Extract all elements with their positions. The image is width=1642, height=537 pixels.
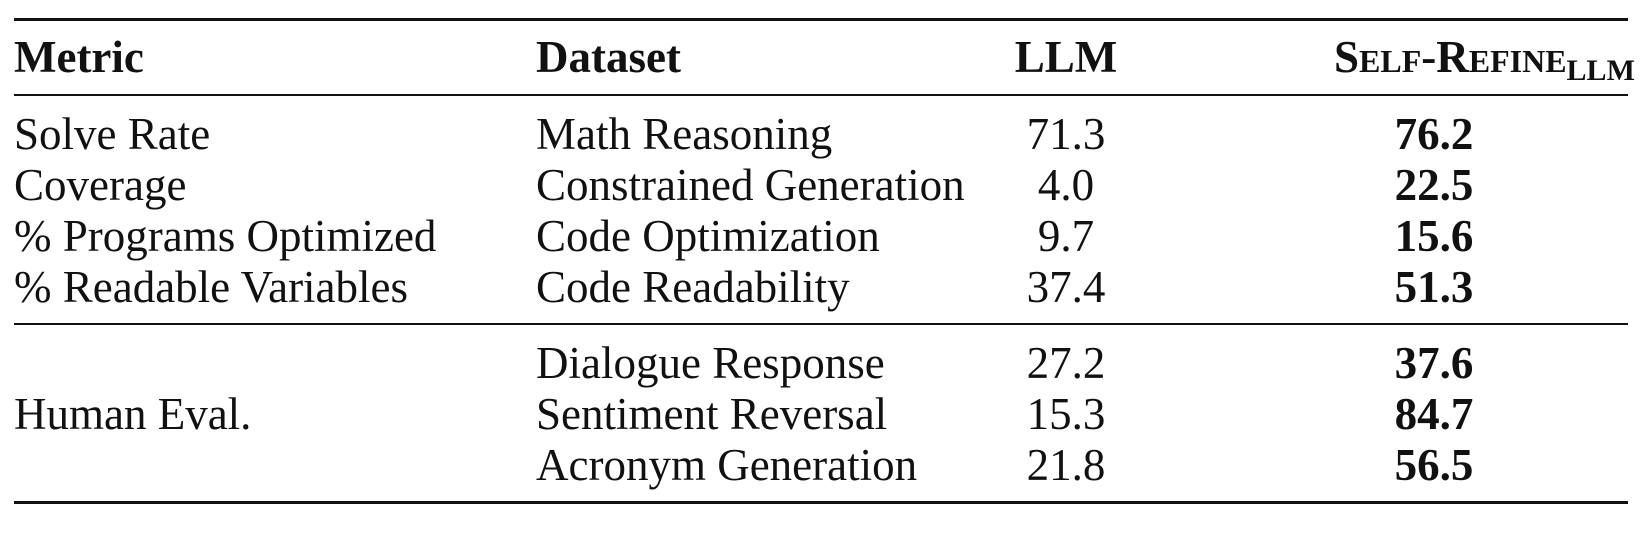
row6-self-refine: 84.7 bbox=[1394, 389, 1474, 439]
bottom-rule bbox=[14, 501, 1628, 504]
header-self-refine: Self-RefineLLM bbox=[1334, 35, 1635, 86]
row4-metric: % Readable Variables bbox=[14, 262, 409, 312]
row2-llm: 4.0 bbox=[1037, 160, 1095, 210]
row3-metric: % Programs Optimized bbox=[14, 211, 437, 261]
header-self-refine-main: Self-Refine bbox=[1334, 32, 1567, 82]
top-rule bbox=[14, 18, 1628, 21]
row1-dataset: Math Reasoning bbox=[536, 109, 833, 159]
row2-metric: Coverage bbox=[14, 160, 187, 210]
header-metric: Metric bbox=[14, 32, 144, 82]
row5-self-refine: 37.6 bbox=[1394, 338, 1474, 388]
group-rule bbox=[14, 323, 1628, 325]
header-self-refine-sub: LLM bbox=[1566, 54, 1635, 87]
row1-self-refine: 76.2 bbox=[1394, 109, 1474, 159]
header-llm: LLM bbox=[1014, 32, 1118, 82]
row6-dataset: Sentiment Reversal bbox=[536, 389, 888, 439]
row4-llm: 37.4 bbox=[1026, 262, 1106, 312]
row4-self-refine: 51.3 bbox=[1394, 262, 1474, 312]
row1-llm: 71.3 bbox=[1026, 109, 1106, 159]
row7-self-refine: 56.5 bbox=[1394, 440, 1474, 490]
row2-self-refine: 22.5 bbox=[1394, 160, 1474, 210]
header-dataset: Dataset bbox=[536, 32, 681, 82]
group2-metric: Human Eval. bbox=[14, 389, 252, 439]
row1-metric: Solve Rate bbox=[14, 109, 211, 159]
row6-llm: 15.3 bbox=[1026, 389, 1106, 439]
row7-llm: 21.8 bbox=[1026, 440, 1106, 490]
row5-llm: 27.2 bbox=[1026, 338, 1106, 388]
row3-dataset: Code Optimization bbox=[536, 211, 880, 261]
row3-llm: 9.7 bbox=[1037, 211, 1095, 261]
header-rule bbox=[14, 94, 1628, 96]
row7-dataset: Acronym Generation bbox=[536, 440, 918, 490]
row2-dataset: Constrained Generation bbox=[536, 160, 965, 210]
row3-self-refine: 15.6 bbox=[1394, 211, 1474, 261]
row5-dataset: Dialogue Response bbox=[536, 338, 885, 388]
row4-dataset: Code Readability bbox=[536, 262, 850, 312]
